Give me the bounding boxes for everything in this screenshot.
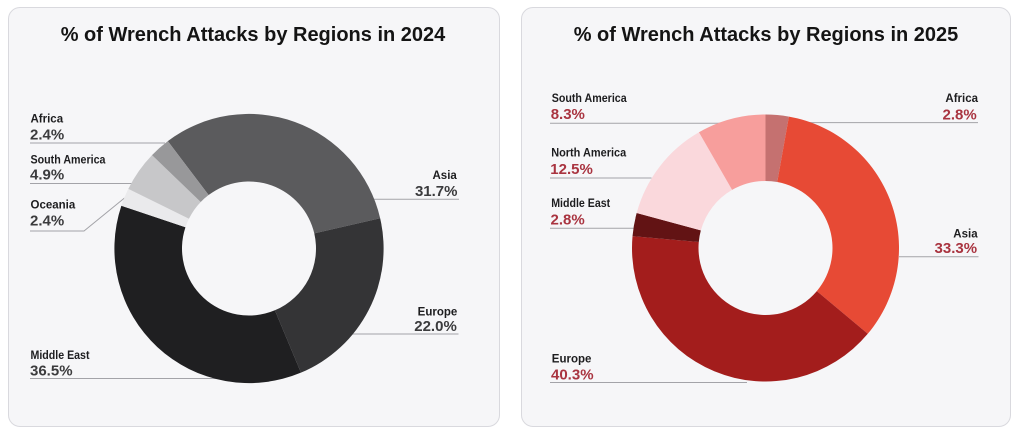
svg-text:Europe: Europe xyxy=(552,353,592,365)
svg-text:2.4%: 2.4% xyxy=(30,212,64,229)
svg-text:% of Wrench Attacks by Regions: % of Wrench Attacks by Regions in 2024 xyxy=(61,24,446,46)
svg-text:31.7%: 31.7% xyxy=(415,183,458,200)
svg-text:Europe: Europe xyxy=(418,306,458,318)
svg-text:8.3%: 8.3% xyxy=(551,106,585,123)
svg-text:2.8%: 2.8% xyxy=(942,107,976,124)
svg-text:South America: South America xyxy=(552,93,628,105)
svg-text:North America: North America xyxy=(551,148,627,160)
svg-text:12.5%: 12.5% xyxy=(550,161,593,178)
svg-text:Africa: Africa xyxy=(31,114,64,126)
svg-text:36.5%: 36.5% xyxy=(30,363,73,380)
svg-text:Middle East: Middle East xyxy=(31,350,90,362)
svg-text:% of Wrench Attacks by Regions: % of Wrench Attacks by Regions in 2025 xyxy=(574,24,959,46)
svg-text:Asia: Asia xyxy=(433,170,458,182)
svg-text:2.4%: 2.4% xyxy=(30,127,64,144)
svg-text:Africa: Africa xyxy=(945,93,978,105)
svg-text:33.3%: 33.3% xyxy=(935,240,978,257)
svg-text:Asia: Asia xyxy=(953,228,978,240)
svg-text:22.0%: 22.0% xyxy=(414,318,457,335)
svg-text:2.8%: 2.8% xyxy=(551,212,585,229)
svg-text:Middle East: Middle East xyxy=(551,198,610,210)
svg-text:South America: South America xyxy=(31,154,107,166)
svg-text:4.9%: 4.9% xyxy=(30,167,64,184)
svg-text:Oceania: Oceania xyxy=(31,200,76,212)
svg-text:40.3%: 40.3% xyxy=(551,367,594,384)
